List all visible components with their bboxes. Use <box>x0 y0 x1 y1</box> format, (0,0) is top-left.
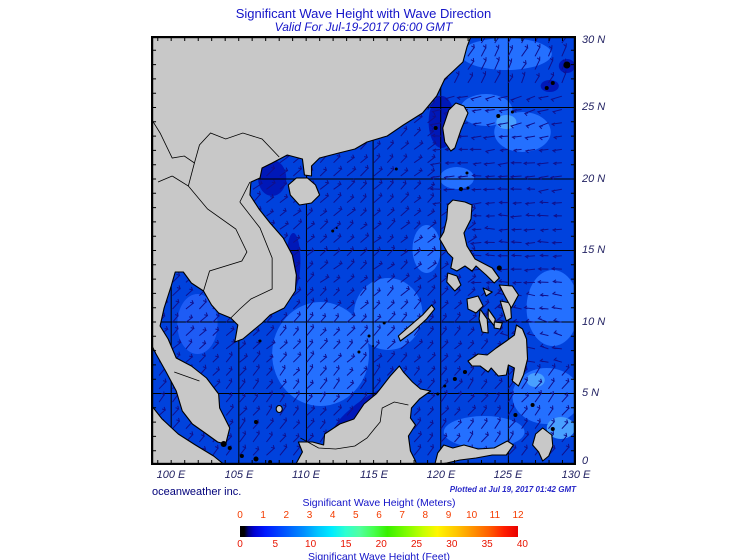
land-layer <box>151 36 554 465</box>
valid-time-subtitle: Valid For Jul-19-2017 06:00 GMT <box>274 20 453 34</box>
lon-label: 125 E <box>493 469 523 481</box>
feet-tick: 20 <box>375 539 387 550</box>
lon-label: 130 E <box>561 469 591 481</box>
feet-tick: 40 <box>516 539 528 550</box>
lon-label: 110 E <box>292 469 320 481</box>
plotted-timestamp: Plotted at Jul 19, 2017 01:42 GMT <box>449 485 576 494</box>
lon-label: 120 E <box>426 469 456 481</box>
land-taiwan <box>442 102 469 152</box>
land-mindoro <box>446 272 462 292</box>
lon-label: 115 E <box>360 469 388 481</box>
lat-label: 10 N <box>582 316 606 328</box>
feet-tick: 35 <box>481 539 493 550</box>
feet-tick: 10 <box>305 539 317 550</box>
meters-tick: 10 <box>466 510 478 521</box>
land-hainan <box>287 177 321 206</box>
land-mindanao <box>467 324 529 387</box>
meters-tick: 4 <box>329 510 336 521</box>
meters-tick: 3 <box>306 510 313 521</box>
meters-tick: 11 <box>489 510 501 521</box>
lat-label: 30 N <box>582 34 606 46</box>
meters-tick: 5 <box>353 510 359 521</box>
lon-label: 100 E <box>156 469 186 481</box>
land-halmahera <box>532 427 554 462</box>
feet-tick: 0 <box>237 539 243 550</box>
country-borders <box>151 119 409 450</box>
land-masbate <box>482 287 493 297</box>
legend-title-feet: Significant Wave Height (Feet) <box>307 551 450 560</box>
land-borneo <box>294 365 432 465</box>
land-luzon <box>439 199 500 284</box>
colorbar <box>240 526 518 537</box>
meters-tick: 12 <box>512 510 524 521</box>
legend-title-meters: Significant Wave Height (Meters) <box>302 497 456 509</box>
land-sumatra <box>151 404 226 465</box>
land-bohol <box>493 321 503 330</box>
provider-credit: oceanweather inc. <box>152 486 242 498</box>
land-sulawesi <box>434 440 514 465</box>
page-title: Significant Wave Height with Wave Direct… <box>235 6 492 21</box>
lat-label: 20 N <box>582 173 606 185</box>
feet-tick: 25 <box>410 539 423 550</box>
map-frame <box>151 36 576 465</box>
land-negros <box>478 308 489 334</box>
lat-label: 15 N <box>582 244 606 256</box>
meters-tick: 6 <box>376 510 382 521</box>
meters-tick: 0 <box>237 510 243 521</box>
lat-label: 25 N <box>582 101 606 113</box>
small-islands <box>220 61 571 464</box>
land-natuna <box>275 404 283 414</box>
wave-height-map <box>151 36 576 465</box>
land-palawan <box>397 304 436 342</box>
lon-label: 105 E <box>224 469 254 481</box>
meters-tick: 1 <box>260 510 266 521</box>
meters-tick: 2 <box>283 510 290 521</box>
meters-tick: 8 <box>422 510 429 521</box>
feet-tick: 5 <box>272 539 279 550</box>
meters-tick: 7 <box>399 510 405 521</box>
feet-tick: 15 <box>340 539 352 550</box>
lat-label: 5 N <box>582 387 600 399</box>
feet-tick: 30 <box>446 539 458 550</box>
land-samar <box>498 284 520 309</box>
meters-tick: 9 <box>445 510 452 521</box>
land-mainland-asia <box>151 36 472 445</box>
lat-label: 0 <box>582 455 589 467</box>
